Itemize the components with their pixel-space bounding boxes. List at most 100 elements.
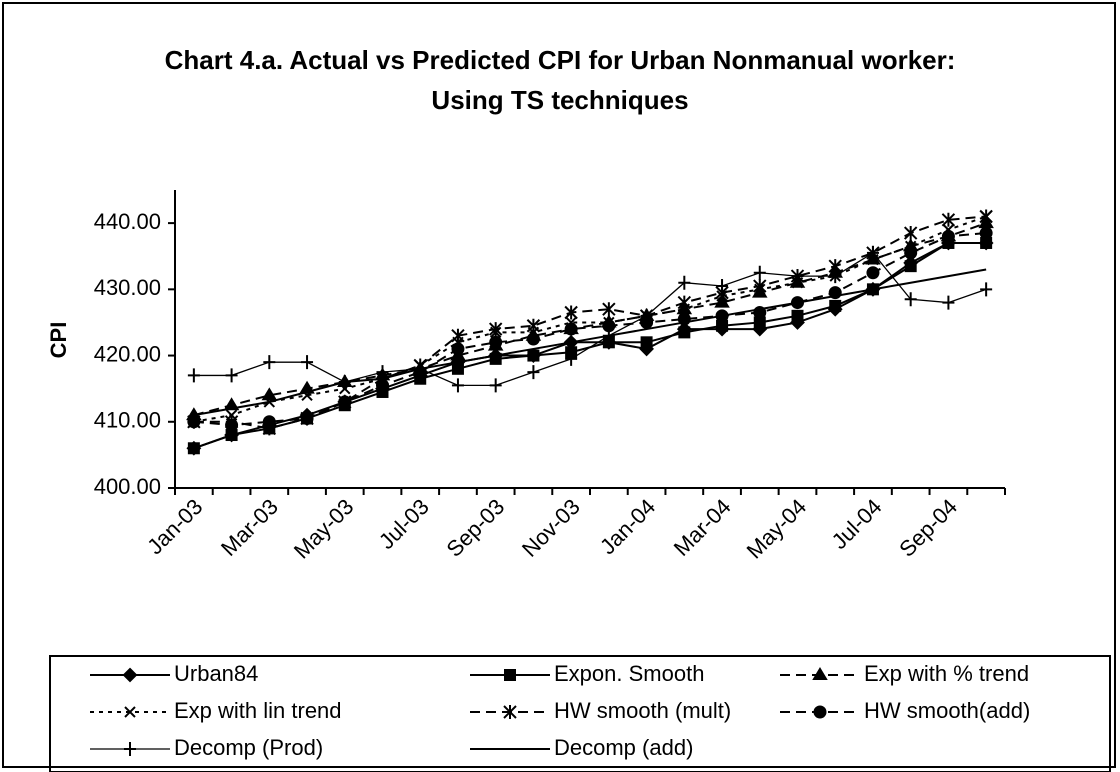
marker — [225, 368, 238, 383]
marker — [301, 355, 314, 370]
x-tick-label: Nov-03 — [517, 494, 585, 562]
marker — [980, 282, 993, 297]
y-axis-label: CPI — [46, 322, 71, 359]
marker — [451, 342, 465, 356]
marker — [904, 260, 917, 273]
marker — [678, 275, 691, 290]
series — [187, 209, 993, 436]
marker — [489, 335, 503, 349]
marker — [300, 411, 314, 425]
series — [186, 215, 994, 421]
marker — [376, 365, 389, 380]
marker — [866, 266, 880, 280]
marker — [941, 212, 956, 227]
chart-title: Chart 4.a. Actual vs Predicted CPI for U… — [164, 45, 956, 115]
x-tick-label: May-04 — [742, 494, 812, 564]
marker — [503, 705, 517, 719]
marker — [451, 328, 465, 343]
marker — [451, 362, 464, 375]
marker — [812, 667, 828, 680]
marker — [942, 295, 955, 310]
y-tick-label: 440.00 — [94, 209, 161, 234]
marker — [504, 669, 516, 681]
x-tick-label: Mar-04 — [669, 494, 736, 561]
marker — [829, 269, 842, 284]
x-tick-label: Sep-03 — [441, 494, 509, 562]
marker — [829, 299, 842, 312]
series-line — [193, 215, 987, 423]
marker — [791, 309, 804, 322]
y-tick-label: 400.00 — [94, 474, 161, 499]
marker — [941, 229, 955, 243]
marker — [527, 349, 540, 362]
marker — [187, 415, 201, 429]
series — [187, 245, 993, 393]
x-tick-label: Jul-03 — [374, 494, 434, 554]
marker — [979, 209, 993, 224]
legend-label: Exp with lin trend — [174, 698, 342, 723]
legend-label: Exp with % trend — [864, 661, 1029, 686]
marker — [564, 322, 578, 336]
marker — [753, 279, 767, 294]
marker — [527, 365, 540, 380]
marker — [979, 226, 993, 240]
marker — [640, 336, 653, 349]
marker — [376, 378, 389, 392]
marker — [714, 294, 730, 308]
marker — [225, 418, 239, 432]
marker — [791, 269, 804, 284]
marker — [564, 305, 578, 320]
legend-box — [49, 655, 1111, 772]
marker — [716, 279, 729, 294]
marker — [263, 355, 276, 370]
marker — [602, 302, 616, 317]
marker — [122, 667, 138, 683]
x-tick-label: Sep-04 — [894, 494, 962, 562]
marker — [124, 706, 136, 718]
series-line — [193, 252, 987, 387]
marker — [640, 308, 653, 323]
legend-label: Urban84 — [174, 661, 258, 686]
marker — [262, 415, 276, 429]
marker — [866, 245, 879, 260]
series-line — [193, 268, 987, 417]
marker — [903, 226, 918, 241]
legend-label: HW smooth (mult) — [554, 698, 731, 723]
series — [188, 210, 992, 428]
x-tick-label: Jan-04 — [595, 494, 660, 559]
x-tick-label: Jan-03 — [142, 494, 207, 559]
legend-label: Decomp (add) — [554, 735, 693, 760]
marker — [124, 742, 136, 756]
x-tick-label: Jul-04 — [827, 494, 887, 554]
marker — [565, 351, 578, 366]
legend-label: Decomp (Prod) — [174, 735, 323, 760]
y-tick-label: 410.00 — [94, 408, 161, 433]
marker — [753, 265, 766, 280]
marker — [526, 332, 540, 346]
marker — [678, 326, 691, 339]
legend-label: Expon. Smooth — [554, 661, 704, 686]
marker — [187, 368, 200, 383]
marker — [488, 322, 503, 337]
marker — [904, 292, 917, 307]
marker — [489, 352, 502, 365]
marker — [187, 442, 200, 455]
marker — [451, 378, 464, 393]
marker — [813, 705, 827, 719]
legend-label: HW smooth(add) — [864, 698, 1030, 723]
marker — [261, 387, 278, 401]
series-line — [193, 222, 987, 417]
series — [193, 268, 987, 417]
marker — [338, 395, 352, 409]
x-tick-label: May-03 — [289, 494, 359, 564]
y-tick-label: 430.00 — [94, 275, 161, 300]
marker — [677, 295, 692, 310]
y-tick-label: 420.00 — [94, 341, 161, 366]
series-line — [193, 241, 987, 450]
series-line — [193, 232, 987, 427]
marker — [526, 318, 541, 333]
marker — [489, 378, 502, 393]
